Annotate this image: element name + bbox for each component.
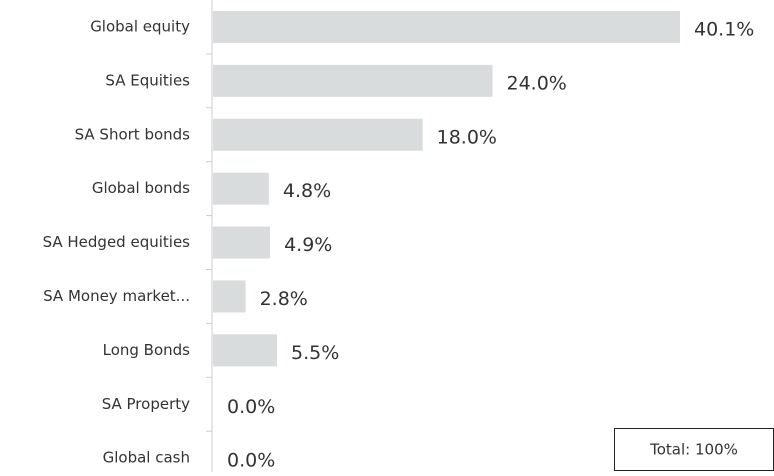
bar <box>213 226 271 259</box>
total-annotation: Total: 100% <box>649 441 738 459</box>
bar <box>213 334 278 367</box>
category-label: Global bonds <box>92 179 190 197</box>
category-label: SA Money market... <box>43 287 190 305</box>
value-label: 4.9% <box>284 234 332 256</box>
category-label: Long Bonds <box>103 341 191 359</box>
value-label: 24.0% <box>507 72 567 94</box>
value-label: 2.8% <box>260 288 308 310</box>
value-label: 5.5% <box>291 342 339 364</box>
category-label: SA Short bonds <box>75 125 191 143</box>
bar <box>213 118 423 151</box>
bar <box>213 64 493 97</box>
category-label: Global equity <box>90 17 190 35</box>
total-box <box>614 428 774 471</box>
category-label: SA Property <box>102 395 190 413</box>
category-label: SA Equities <box>105 71 190 89</box>
bar <box>213 280 246 313</box>
value-label: 4.8% <box>283 180 331 202</box>
bar <box>213 10 680 43</box>
bar <box>213 172 269 205</box>
category-label: Global cash <box>103 449 190 467</box>
value-label: 40.1% <box>694 18 754 40</box>
value-label: 0.0% <box>227 450 275 472</box>
value-label: 18.0% <box>437 126 497 148</box>
category-label: SA Hedged equities <box>43 233 191 251</box>
value-label: 0.0% <box>227 396 275 418</box>
